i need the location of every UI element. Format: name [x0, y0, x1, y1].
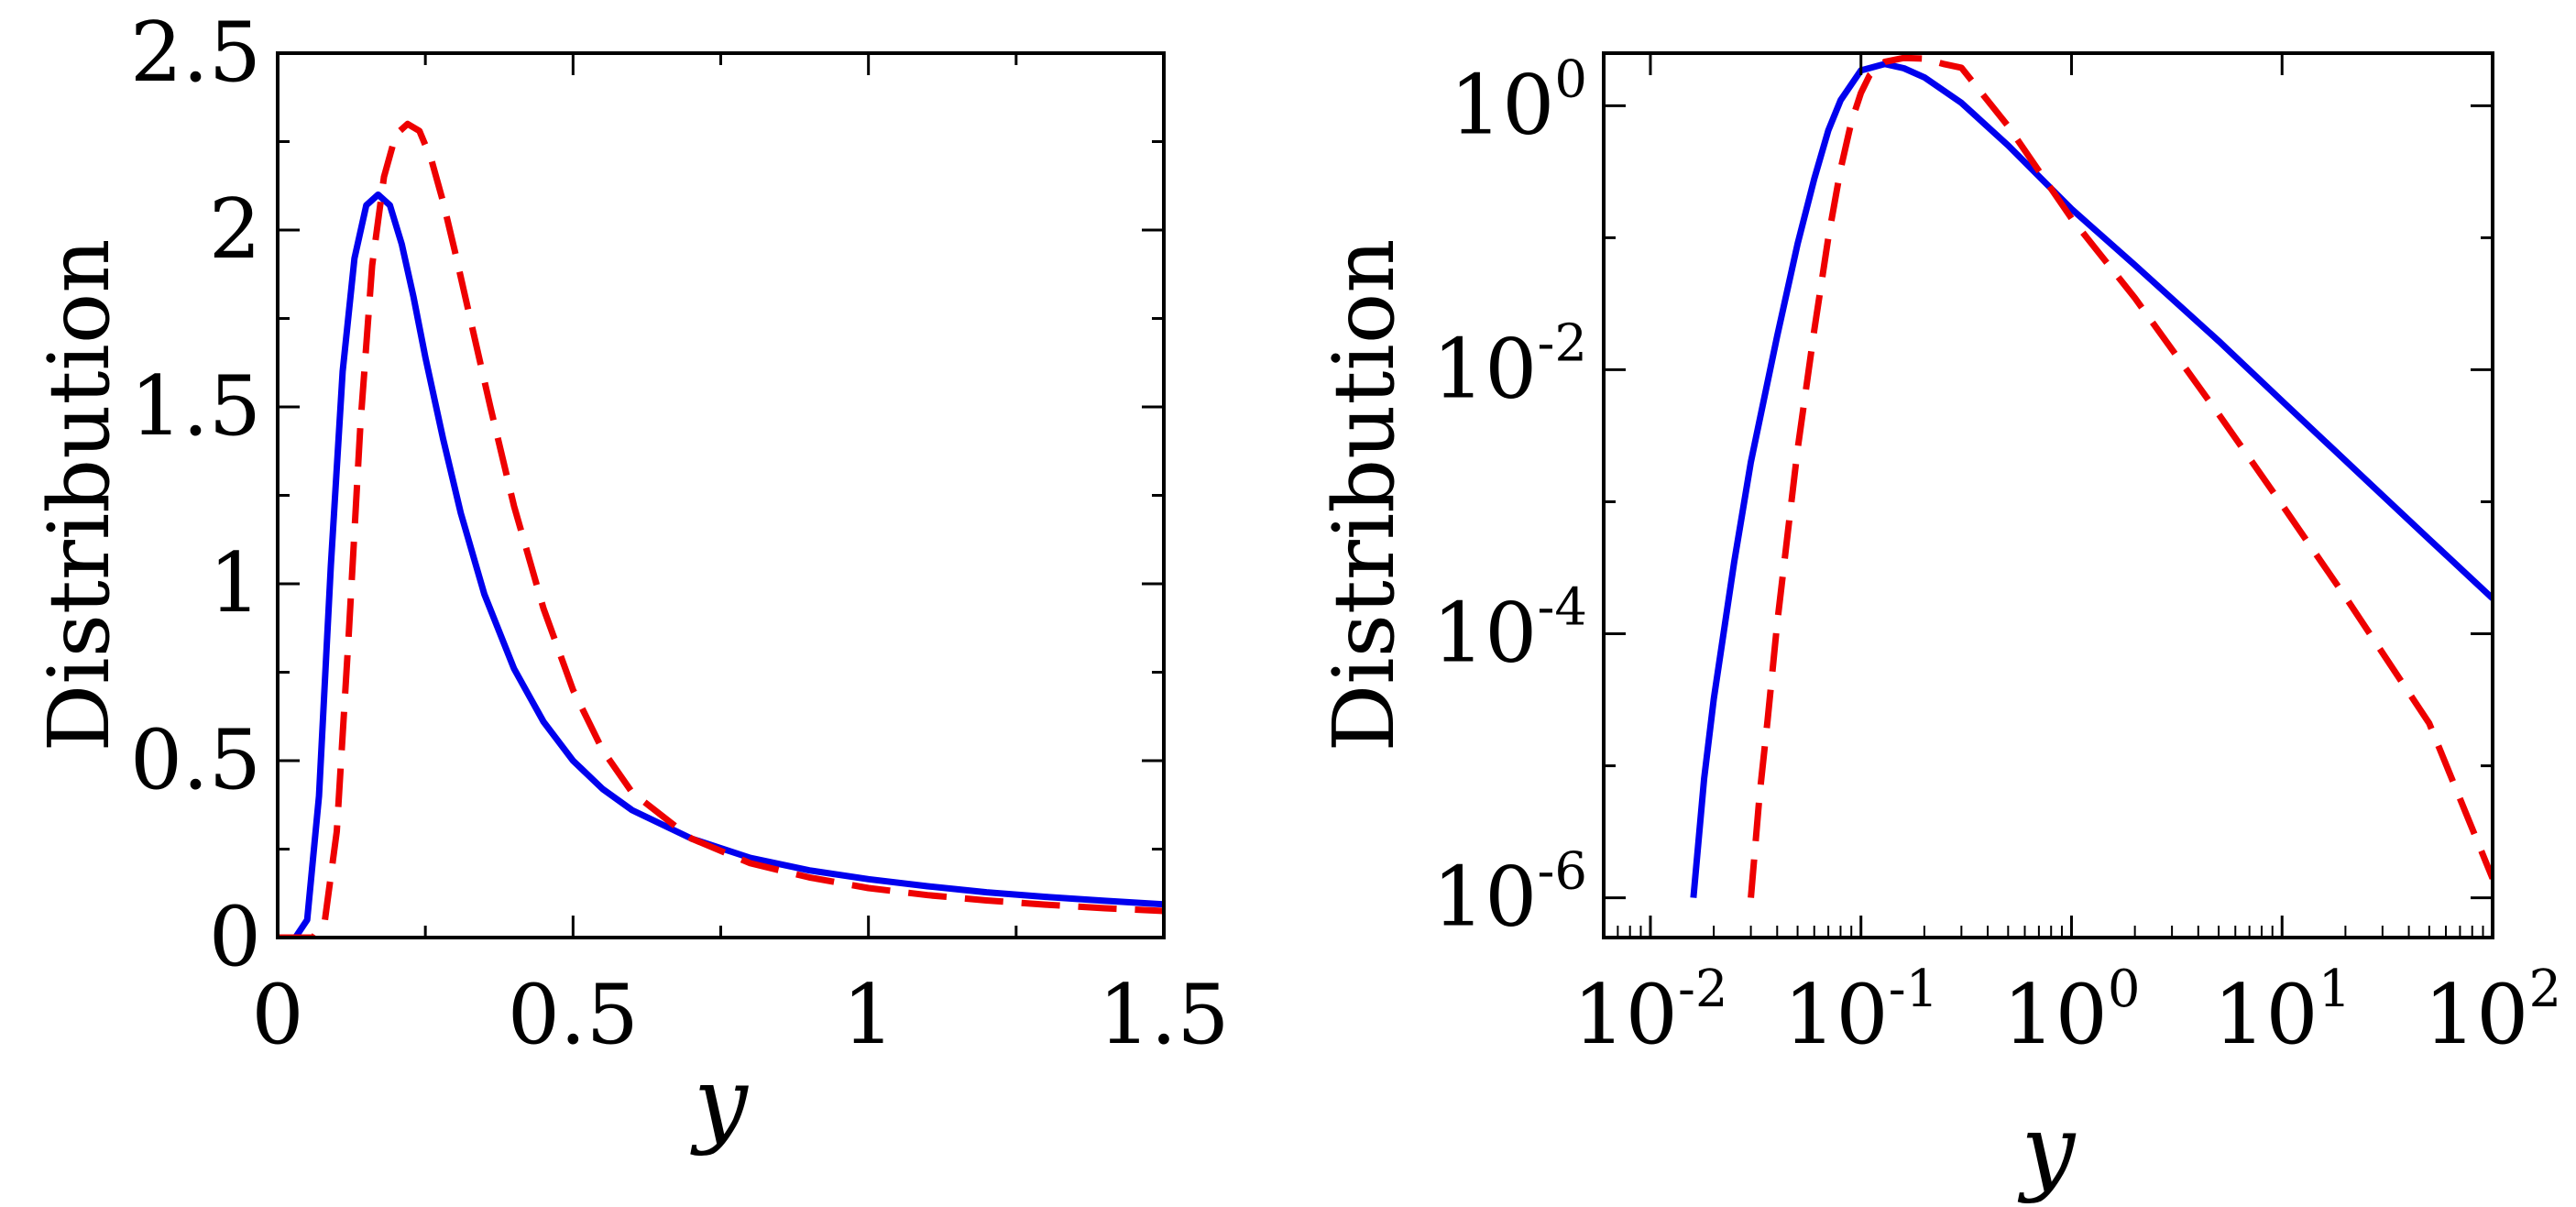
series-line-blue-solid — [278, 191, 1164, 938]
x-tick-label: 1 — [842, 967, 894, 1063]
y-tick-base: 10 — [1432, 321, 1538, 417]
y-tick-label: 0.5 — [130, 712, 261, 808]
series-line-red-dashed — [1748, 54, 2493, 898]
y-tick-label: 1.5 — [130, 358, 261, 455]
x-tick-base: 10 — [2424, 967, 2529, 1063]
x-tick-label: 100 — [2002, 960, 2140, 1063]
y-tick-base: 10 — [1432, 850, 1538, 946]
x-axis-title: y — [2018, 1093, 2077, 1205]
series-line-red-dashed — [278, 120, 1164, 938]
y-tick-exponent: 0 — [1554, 49, 1587, 109]
y-tick-label: 10-6 — [1432, 842, 1587, 946]
x-tick-label: 101 — [2213, 960, 2351, 1063]
chart-panel-left: 0 0.5 1 1.5 0 0.5 1 1.5 2 2.5 y Distribution — [30, 5, 1230, 1158]
plot-frame — [276, 51, 1166, 939]
series-line-blue-solid — [1690, 60, 2493, 898]
chart-panel-right: 10-2 10-1 100 101 10210-610-410-2100yDistrib… — [1315, 49, 2561, 1205]
y-tick-base: 10 — [1450, 57, 1555, 153]
y-tick-exponent: -4 — [1537, 578, 1587, 638]
y-tick-label: 2 — [209, 181, 261, 278]
plot-frame — [1602, 51, 2494, 939]
y-tick-label: 10-4 — [1432, 578, 1587, 682]
x-tick-base: 10 — [2213, 967, 2318, 1063]
x-tick-label: 1.5 — [1098, 967, 1229, 1063]
x-tick-base: 10 — [1573, 967, 1678, 1063]
y-tick-label: 0 — [209, 889, 261, 985]
y-tick-exponent: -2 — [1537, 313, 1587, 373]
y-tick-label: 10-2 — [1432, 313, 1587, 417]
x-tick-label: 0.5 — [508, 967, 639, 1063]
y-tick-base: 10 — [1432, 586, 1538, 682]
x-tick-exponent: 1 — [2318, 960, 2351, 1019]
y-tick-label: 1 — [209, 535, 261, 631]
x-axis-title: y — [690, 1046, 749, 1158]
x-tick-base: 10 — [2002, 967, 2108, 1063]
x-tick-label: 10-2 — [1573, 960, 1727, 1063]
y-tick-label: 2.5 — [130, 5, 261, 101]
y-tick-label: 100 — [1450, 49, 1587, 153]
y-axis-title: Distribution — [30, 239, 128, 752]
x-tick-label: 0 — [251, 967, 303, 1063]
x-tick-label: 102 — [2424, 960, 2561, 1063]
x-tick-exponent: -2 — [1678, 960, 1728, 1019]
x-tick-exponent: 0 — [2108, 960, 2141, 1019]
x-tick-label: 10-1 — [1783, 960, 1938, 1063]
y-tick-exponent: -6 — [1537, 842, 1587, 902]
x-tick-exponent: 2 — [2528, 960, 2561, 1019]
y-axis-title: Distribution — [1315, 239, 1413, 752]
x-tick-base: 10 — [1783, 967, 1889, 1063]
x-tick-exponent: -1 — [1889, 960, 1939, 1019]
